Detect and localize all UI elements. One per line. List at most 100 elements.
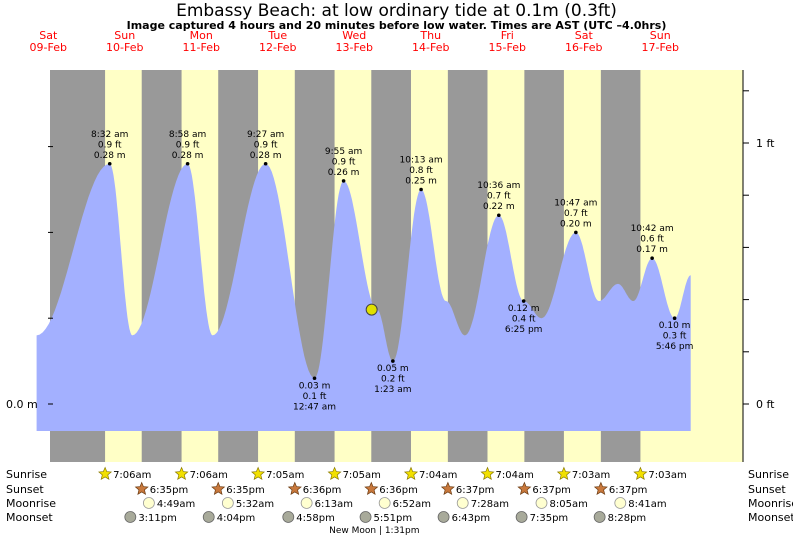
moonrise-icon [614,497,627,509]
sunset-icon [440,481,455,496]
row-label-left: Sunset [6,483,44,496]
moonrise-icon [378,497,391,509]
high-tide-point [419,187,423,192]
high-tide-label: 0.7 ft [487,192,511,202]
high-tide-point [574,230,578,235]
sunrise-icon [556,466,571,481]
moonrise-time: 4:49am [157,499,195,510]
moonrise-icon [300,497,313,509]
moonset-icon [359,511,372,523]
moonrise-time: 8:05am [550,499,588,510]
sunrise-time: 7:04am [419,470,457,481]
sunrise-icon [327,466,342,481]
tide-labels: 8:32 am0.9 ft0.28 m8:58 am0.9 ft0.28 m9:… [91,130,693,413]
day-date-label: 09-Feb [30,41,67,54]
sunset-time: 6:36pm [379,485,418,496]
high-tide-label: 0.9 ft [98,140,122,150]
sunrise-icon [633,466,648,481]
high-tide-label: 0.8 ft [409,166,433,176]
right-axis-label: 1 ft [756,137,775,150]
moonrise-time: 5:32am [236,499,274,510]
high-tide-label: 8:32 am [91,130,128,140]
sunrise-time: 7:06am [190,470,228,481]
day-date-label: 15-Feb [489,41,526,54]
moonset-time: 4:58pm [296,513,335,524]
day-date-label: 12-Feb [259,41,296,54]
sunrise-icon [98,466,113,481]
day-of-week-label: Sun [114,29,135,42]
sunrise-icon [251,466,266,481]
day-date-label: 10-Feb [106,41,143,54]
moonset-time: 6:43pm [452,513,491,524]
moonset-icon [282,511,295,523]
high-tide-point [185,161,190,166]
row-label-right: Moonset [748,511,793,524]
day-date-label: 16-Feb [565,41,602,54]
low-tide-label: 0.4 ft [512,315,536,325]
high-tide-label: 9:27 am [247,130,284,140]
high-tide-label: 9:55 am [325,147,362,157]
sunrise-time: 7:05am [266,470,304,481]
sunrise-time: 7:03am [572,470,610,481]
high-tide-point [650,256,654,260]
high-tide-label: 0.28 m [250,151,282,161]
sunrise-time: 7:03am [648,470,686,481]
row-label-left: Moonrise [6,497,56,510]
high-tide-label: 0.26 m [328,168,360,178]
moonrise-icon [143,497,155,509]
row-label-right: Sunset [748,483,786,496]
day-of-week-label: Sat [39,29,58,42]
sunset-time: 6:37pm [456,485,495,496]
moonset-time: 8:28pm [608,513,647,524]
moonrise-time: 7:28am [471,499,509,510]
moonset-icon [202,511,215,523]
moonrise-icon [221,497,234,509]
moonrise-time: 6:52am [393,499,431,510]
high-tide-label: 0.28 m [172,151,204,161]
day-headers: Sat09-FebSun10-FebMon11-FebTue12-FebWed1… [30,29,679,54]
sunset-icon [287,481,302,496]
low-tide-label: 0.1 ft [303,392,327,402]
high-tide-label: 0.25 m [405,177,437,187]
high-tide-label: 10:47 am [554,198,597,208]
high-tide-point [341,179,346,183]
high-tide-label: 0.9 ft [332,157,356,167]
sunset-time: 6:35pm [150,485,189,496]
moonset-time: 4:04pm [217,513,256,524]
current-tide-marker [365,303,378,316]
low-tide-label: 0.03 m [299,381,331,391]
low-tide-label: 0.3 ft [663,332,687,342]
tide-area [36,163,691,432]
axes: 0.0 m 1 ft 0 ft [6,70,775,462]
high-tide-point [497,213,501,218]
high-tide-label: 0.22 m [483,202,515,212]
high-tide-label: 0.6 ft [640,235,664,245]
high-tide-label: 10:13 am [400,156,443,166]
moon-phase-label: New Moon | 1:31pm [329,526,419,536]
day-of-week-label: Wed [342,29,366,42]
low-tide-label: 0.05 m [377,364,409,374]
high-tide-label: 8:58 am [169,130,206,140]
moonset-icon [124,511,137,523]
sunset-icon [517,481,532,496]
high-tide-label: 0.17 m [636,245,668,255]
sunset-time: 6:37pm [609,485,648,496]
sunrise-time: 7:05am [343,470,381,481]
sunrise-time: 7:06am [113,470,151,481]
day-of-week-label: Mon [190,29,213,42]
sunrise-icon [174,466,189,481]
day-of-week-label: Sun [650,29,671,42]
sunset-icon [211,481,226,496]
moonrise-time: 6:13am [315,499,353,510]
tide-curve [36,163,691,432]
row-label-left: Sunrise [6,468,47,481]
chart-subtitle: Image captured 4 hours and 20 minutes be… [126,19,667,32]
high-tide-label: 0.20 m [560,219,592,229]
sunrise-icon [480,466,495,481]
low-tide-label: 0.10 m [659,321,691,331]
low-tide-label: 12:47 am [293,402,336,412]
high-tide-label: 0.7 ft [564,209,588,219]
row-label-right: Sunrise [748,468,789,481]
